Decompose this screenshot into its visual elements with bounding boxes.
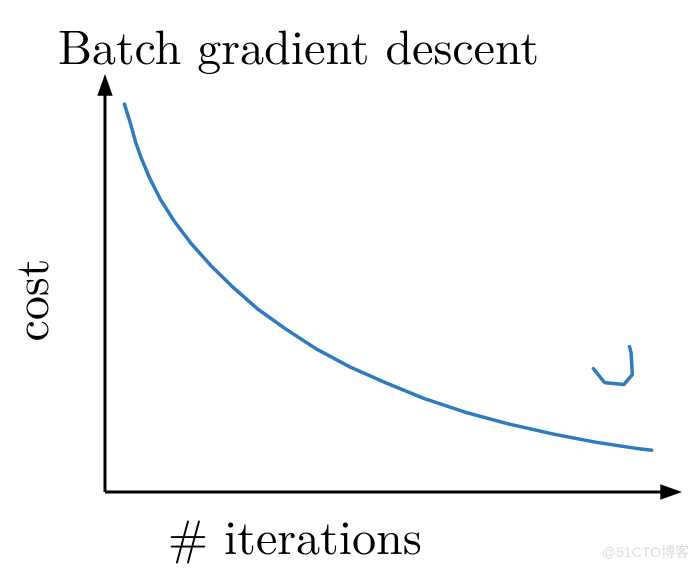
chart-plot-area — [0, 0, 697, 568]
cost-curve — [124, 104, 651, 450]
annotation-j — [593, 347, 632, 385]
watermark: @51CTO博客 — [602, 542, 689, 562]
axes — [97, 74, 682, 500]
